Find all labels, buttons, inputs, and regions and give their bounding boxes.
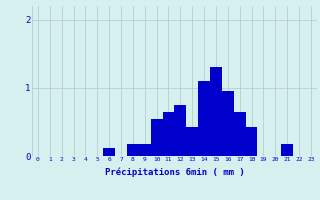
Bar [186,127,198,156]
Bar [281,144,293,156]
Bar [210,67,222,156]
Bar [139,144,151,156]
Bar [163,112,174,156]
Bar [246,127,258,156]
Bar [151,118,163,156]
Bar [234,112,246,156]
Bar [222,91,234,156]
Bar [174,105,186,156]
Bar [198,81,210,156]
Bar [103,148,115,156]
X-axis label: Précipitations 6min ( mm ): Précipitations 6min ( mm ) [105,168,244,177]
Bar [127,144,139,156]
